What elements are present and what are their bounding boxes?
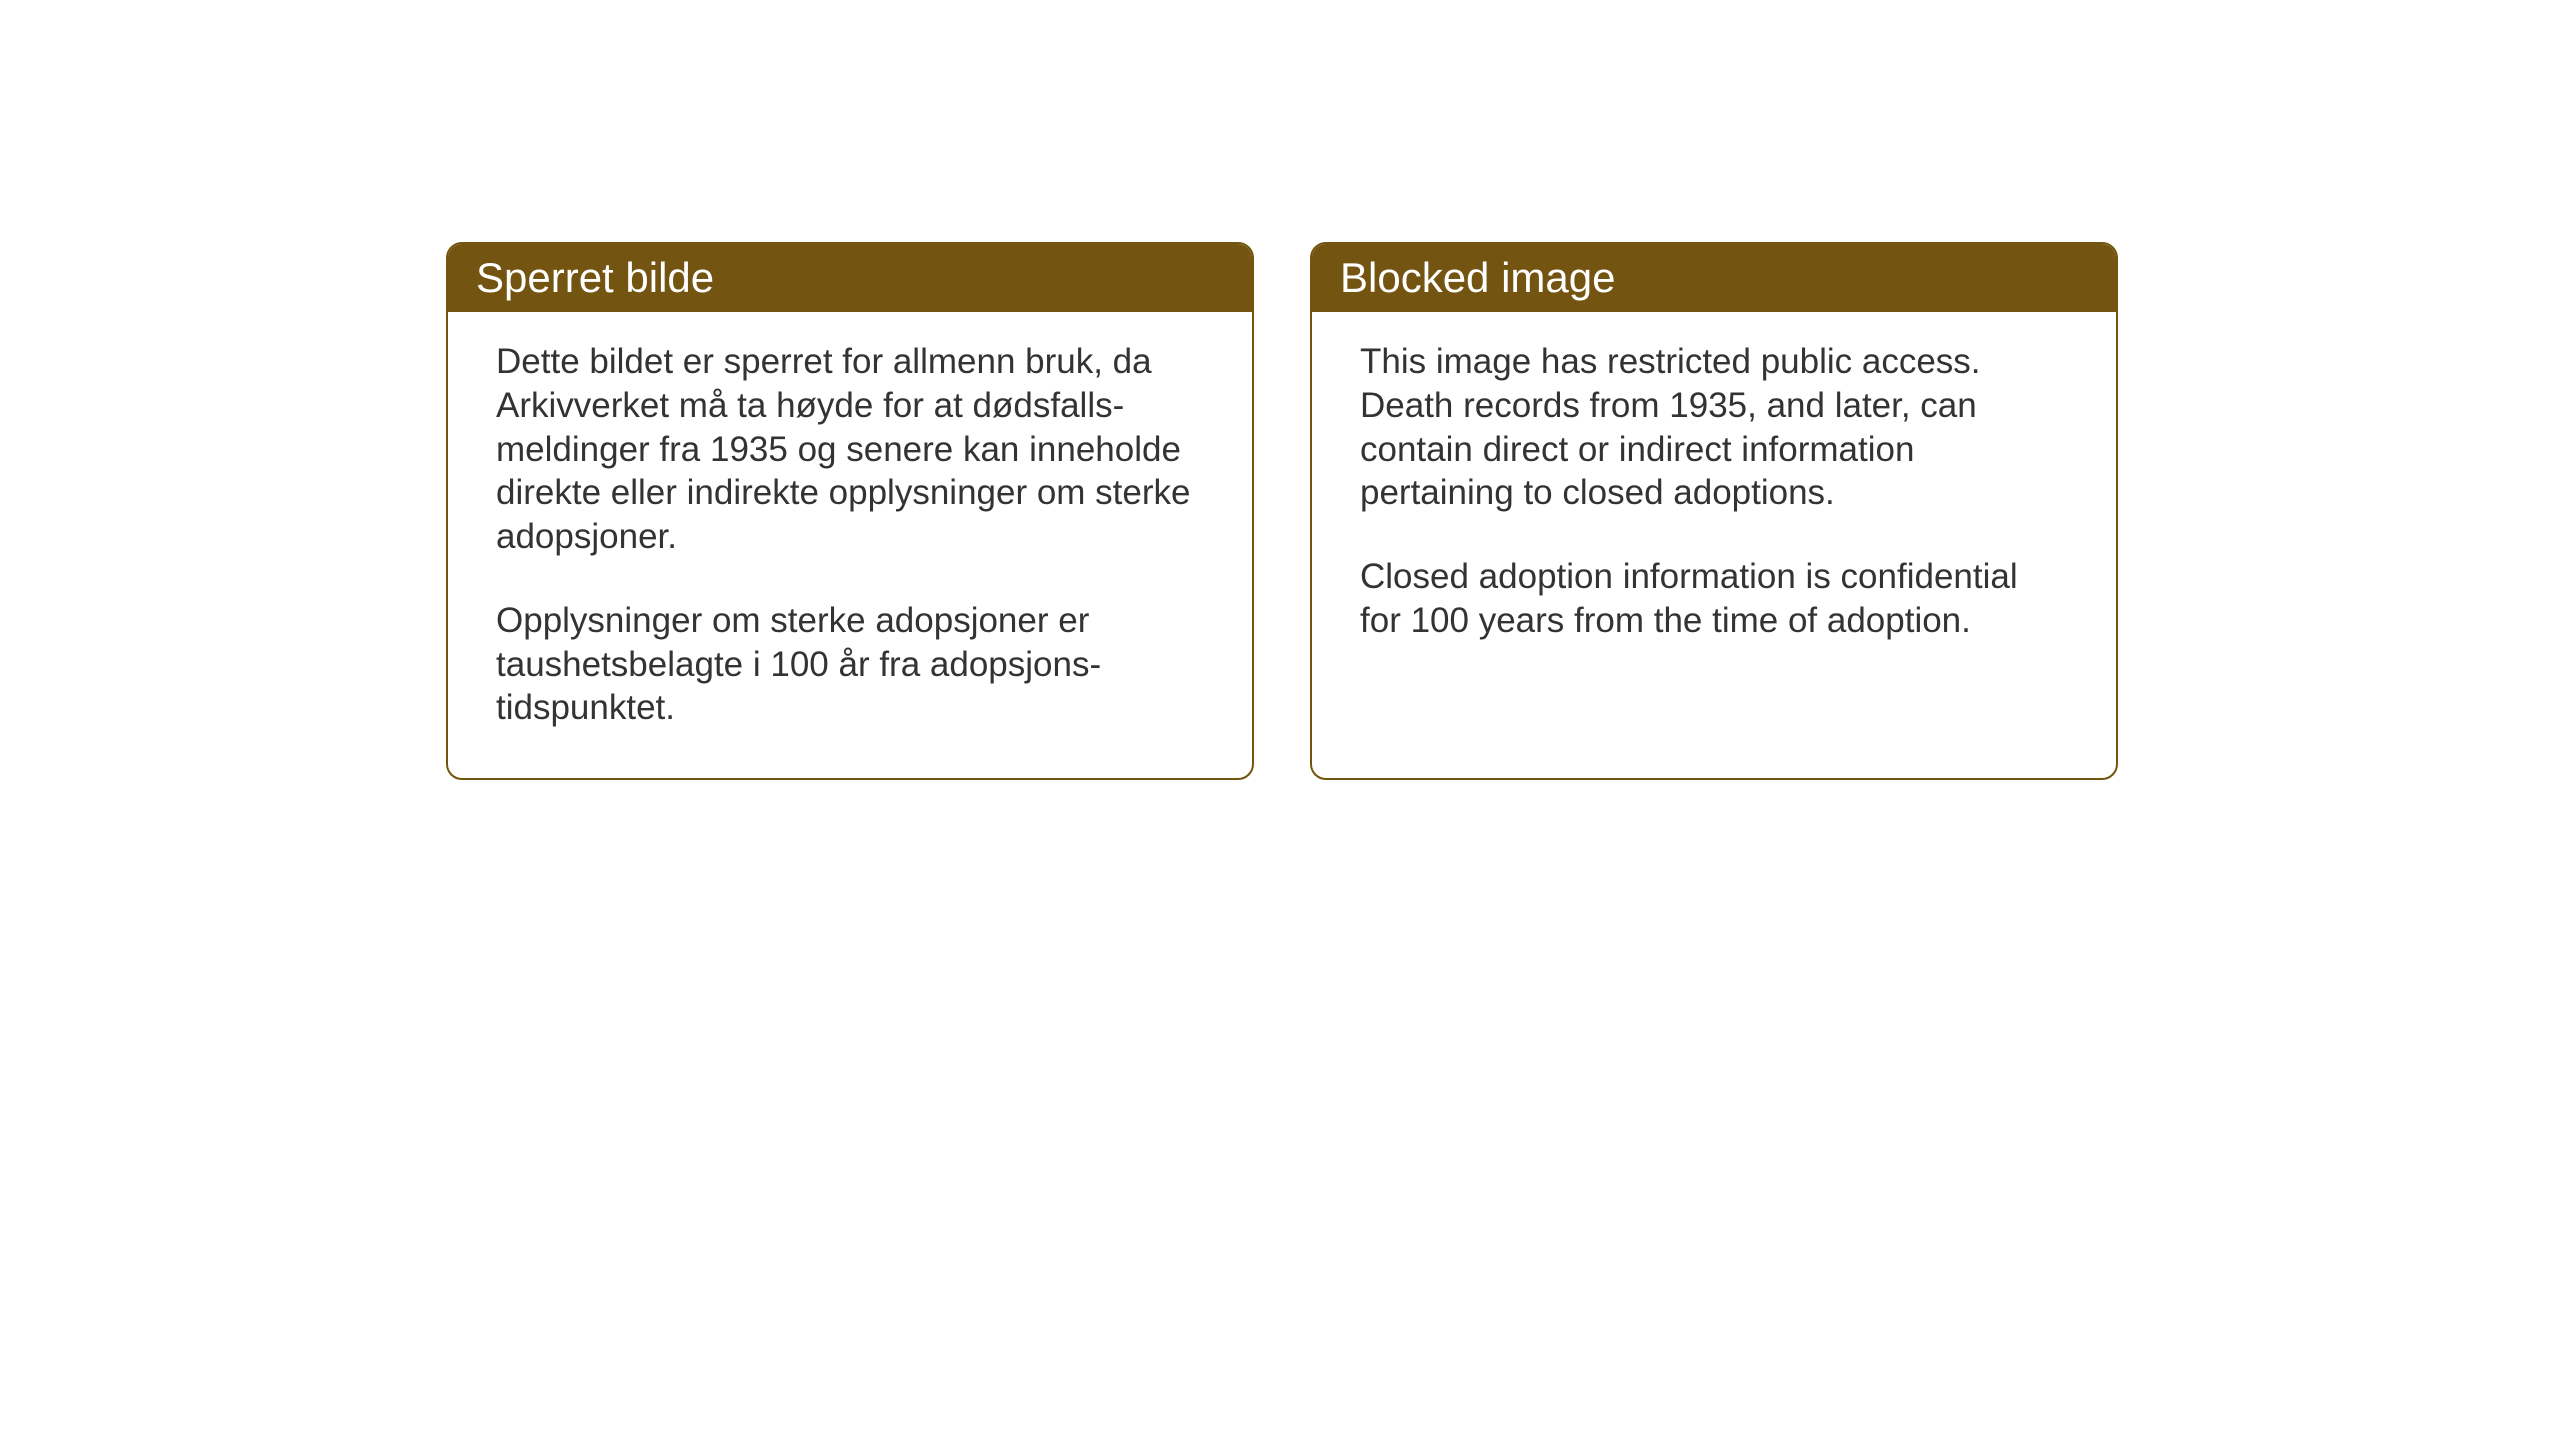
- notice-container: Sperret bilde Dette bildet er sperret fo…: [446, 242, 2118, 780]
- norwegian-paragraph-1: Dette bildet er sperret for allmenn bruk…: [496, 340, 1204, 559]
- english-notice-card: Blocked image This image has restricted …: [1310, 242, 2118, 780]
- english-paragraph-1: This image has restricted public access.…: [1360, 340, 2068, 515]
- norwegian-card-title: Sperret bilde: [448, 244, 1252, 312]
- norwegian-card-body: Dette bildet er sperret for allmenn bruk…: [448, 312, 1252, 778]
- norwegian-paragraph-2: Opplysninger om sterke adopsjoner er tau…: [496, 599, 1204, 730]
- english-card-body: This image has restricted public access.…: [1312, 312, 2116, 691]
- english-card-title: Blocked image: [1312, 244, 2116, 312]
- norwegian-notice-card: Sperret bilde Dette bildet er sperret fo…: [446, 242, 1254, 780]
- english-paragraph-2: Closed adoption information is confident…: [1360, 555, 2068, 643]
